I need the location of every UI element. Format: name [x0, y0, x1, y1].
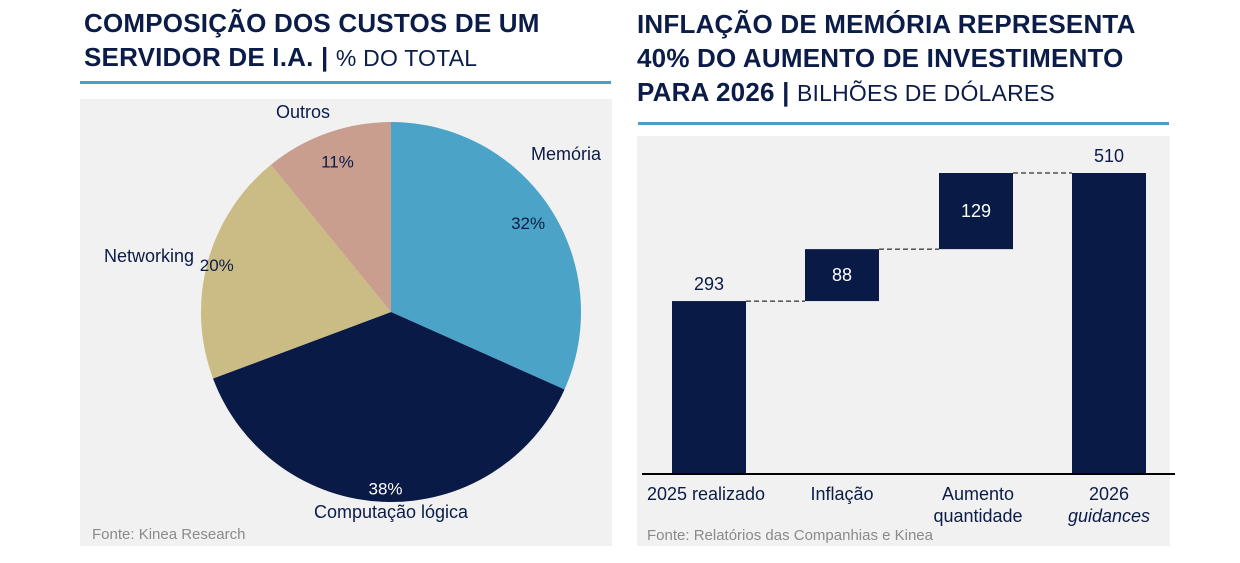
pie-slice-outros — [270, 122, 391, 312]
pie-title-line2: SERVIDOR DE I.A. | % DO TOTAL — [84, 40, 540, 75]
pie-category-label: Memória — [531, 144, 602, 164]
waterfall-title-bold: PARA 2026 — [637, 77, 775, 107]
pie-chart-title: COMPOSIÇÃO DOS CUSTOS DE UM SERVIDOR DE … — [84, 6, 540, 75]
pie-slice-computa-o-l-gica — [213, 312, 565, 503]
waterfall-bar — [672, 301, 746, 474]
waterfall-bar — [939, 173, 1013, 250]
pie-value-label: 32% — [511, 214, 545, 233]
waterfall-chart-title: INFLAÇÃO DE MEMÓRIA REPRESENTA 40% DO AU… — [637, 7, 1136, 110]
waterfall-value-label: 88 — [832, 265, 852, 285]
pie-title-bold: SERVIDOR DE I.A. — [84, 42, 314, 72]
waterfall-category-label: 2026 — [1089, 484, 1129, 504]
title-separator: | — [320, 42, 329, 72]
pie-category-label: Networking — [104, 246, 194, 266]
pie-slice-networking — [201, 164, 391, 379]
waterfall-category-label-line2: guidances — [1068, 506, 1150, 526]
pie-category-label: Outros — [276, 102, 330, 122]
pie-title-line1: COMPOSIÇÃO DOS CUSTOS DE UM — [84, 8, 540, 38]
pie-value-label: 38% — [368, 480, 402, 499]
pie-title-rule — [80, 81, 611, 84]
pie-slice-mem-ria — [391, 122, 581, 390]
title-separator: | — [782, 77, 790, 107]
waterfall-chart: 293 88 129 510 2025 realizado Inflação Aument… — [642, 146, 1175, 526]
waterfall-title-line2: 40% DO AUMENTO DE INVESTIMENTO — [637, 43, 1124, 73]
pie-value-label: 20% — [200, 256, 234, 275]
waterfall-source: Fonte: Relatórios das Companhias e Kinea — [647, 527, 933, 544]
waterfall-value-label: 129 — [961, 201, 991, 221]
waterfall-title-line1: INFLAÇÃO DE MEMÓRIA REPRESENTA — [637, 9, 1136, 39]
pie-category-label: Computação lógica — [314, 502, 469, 522]
waterfall-value-label: 293 — [694, 274, 724, 294]
waterfall-bar — [1072, 173, 1146, 474]
waterfall-title-rule — [638, 122, 1169, 125]
waterfall-category-label: Inflação — [810, 484, 873, 504]
waterfall-category-label-line2: quantidade — [933, 506, 1022, 526]
waterfall-bar — [805, 249, 879, 302]
pie-chart-panel: 32% Memória 38% Computação lógica 20% Network… — [80, 99, 612, 546]
pie-value-label: 11% — [321, 153, 354, 172]
pie-chart: 32% Memória 38% Computação lógica 20% Network… — [104, 102, 602, 522]
waterfall-title-line3: PARA 2026 | BILHÕES DE DÓLARES — [637, 75, 1136, 110]
waterfall-value-label: 510 — [1094, 146, 1124, 166]
waterfall-category-label: Aumento — [942, 484, 1014, 504]
pie-source: Fonte: Kinea Research — [92, 526, 246, 543]
waterfall-chart-panel: 293 88 129 510 2025 realizado Inflação Aument… — [637, 136, 1175, 546]
waterfall-title-unit: BILHÕES DE DÓLARES — [797, 80, 1055, 106]
waterfall-category-label: 2025 realizado — [647, 484, 765, 504]
pie-title-unit: % DO TOTAL — [335, 45, 478, 71]
